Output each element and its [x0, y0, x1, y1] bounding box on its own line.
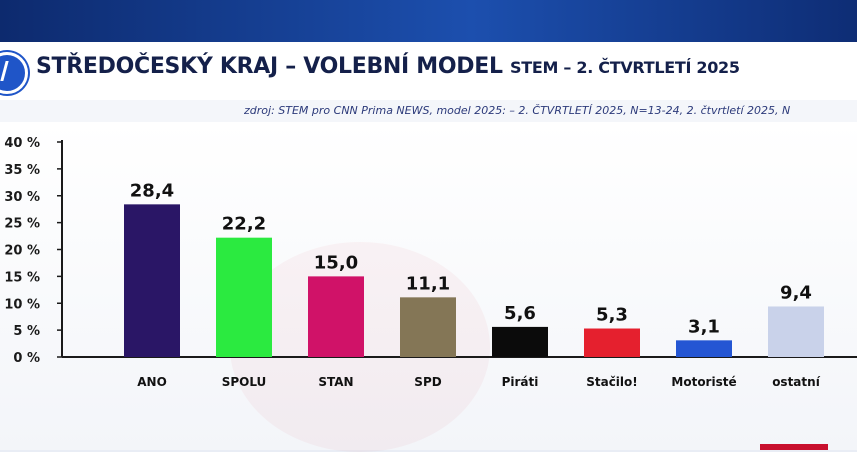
y-tick-label: 25 % — [4, 217, 40, 232]
bar-piráti — [492, 326, 548, 357]
category-label: Motoristé — [671, 375, 736, 389]
value-label: 15,0 — [314, 252, 358, 273]
value-label: 28,4 — [130, 180, 174, 201]
y-tick-label: 5 % — [13, 324, 40, 339]
category-label: SPD — [414, 375, 441, 389]
y-tick-label: 0 % — [13, 351, 40, 366]
value-label: 3,1 — [688, 316, 720, 337]
bar-motoristé — [676, 340, 732, 357]
y-tick-label: 40 % — [4, 136, 40, 151]
y-tick-label: 15 % — [4, 270, 40, 285]
top-banner — [0, 0, 857, 42]
title-bar: STŘEDOČESKÝ KRAJ – VOLEBNÍ MODEL STEM – … — [0, 42, 857, 102]
category-label: Stačilo! — [586, 375, 638, 389]
bar-stan — [308, 276, 364, 357]
value-label: 11,1 — [406, 273, 450, 294]
y-tick-label: 10 % — [4, 297, 40, 312]
y-tick-label: 20 % — [4, 244, 40, 259]
bar-spd — [400, 297, 456, 357]
value-label: 5,6 — [504, 303, 536, 324]
value-label: 9,4 — [780, 282, 812, 303]
title-sub: STEM – 2. ČTVRTLETÍ 2025 — [510, 58, 740, 77]
category-label: SPOLU — [222, 375, 267, 389]
category-label: ANO — [137, 375, 167, 389]
value-label: 22,2 — [222, 214, 266, 235]
page-title: STŘEDOČESKÝ KRAJ – VOLEBNÍ MODEL STEM – … — [36, 54, 740, 79]
bar-stačilo! — [584, 328, 640, 357]
source-text: zdroj: STEM pro CNN Prima NEWS, model 20… — [244, 104, 791, 117]
category-label: STAN — [318, 375, 353, 389]
title-main: STŘEDOČESKÝ KRAJ – VOLEBNÍ MODEL — [36, 54, 503, 79]
bar-ostatní — [768, 306, 824, 357]
category-label: ostatní — [772, 375, 821, 389]
bottom-accent — [760, 444, 828, 450]
bar-ano — [124, 204, 180, 357]
value-label: 5,3 — [596, 305, 628, 326]
y-tick-label: 30 % — [4, 190, 40, 205]
category-label: Piráti — [502, 375, 539, 389]
y-tick-label: 35 % — [4, 163, 40, 178]
bar-spolu — [216, 237, 272, 357]
source-line: zdroj: STEM pro CNN Prima NEWS, model 20… — [0, 100, 857, 122]
